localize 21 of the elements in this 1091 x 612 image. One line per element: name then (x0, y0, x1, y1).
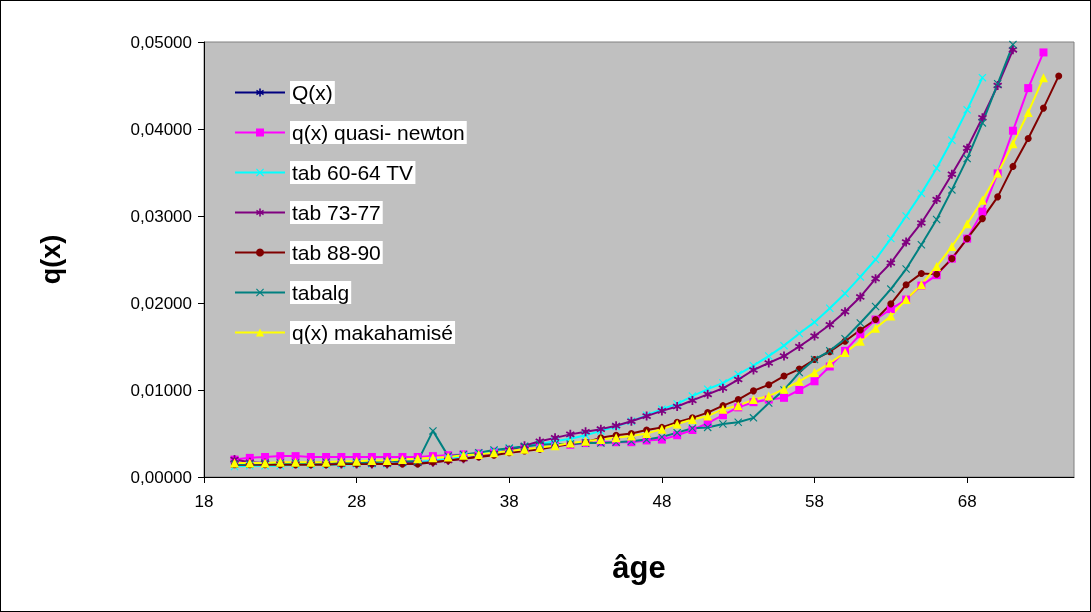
legend-label: tab 60-64 TV (292, 161, 414, 184)
y-tick-label: 0,02000 (130, 293, 192, 313)
legend-label: q(x) quasi- newton (292, 121, 465, 144)
legend-label: q(x) makahamisé (292, 321, 454, 344)
legend-label: tab 73-77 (292, 201, 381, 224)
x-tick-label: 38 (499, 492, 519, 511)
y-tick-label: 0,05000 (130, 32, 192, 52)
y-tick-label: 0,03000 (130, 206, 192, 226)
x-tick-label: 28 (347, 492, 367, 511)
x-axis-title: âge (612, 550, 666, 585)
legend-label: tab 88-90 (292, 241, 381, 264)
y-tick-label: 0,04000 (130, 119, 192, 139)
x-tick-label: 48 (652, 492, 672, 511)
legend-label: Q(x) (292, 81, 333, 104)
y-tick-label: 0,00000 (130, 467, 192, 487)
x-tick-label: 58 (805, 492, 824, 511)
y-tick-label: 0,01000 (130, 380, 192, 400)
x-tick-label: 18 (194, 492, 214, 511)
legend-label: tabalg (292, 281, 350, 304)
x-tick-label: 68 (957, 492, 977, 511)
y-axis-title: q(x) (35, 234, 66, 285)
